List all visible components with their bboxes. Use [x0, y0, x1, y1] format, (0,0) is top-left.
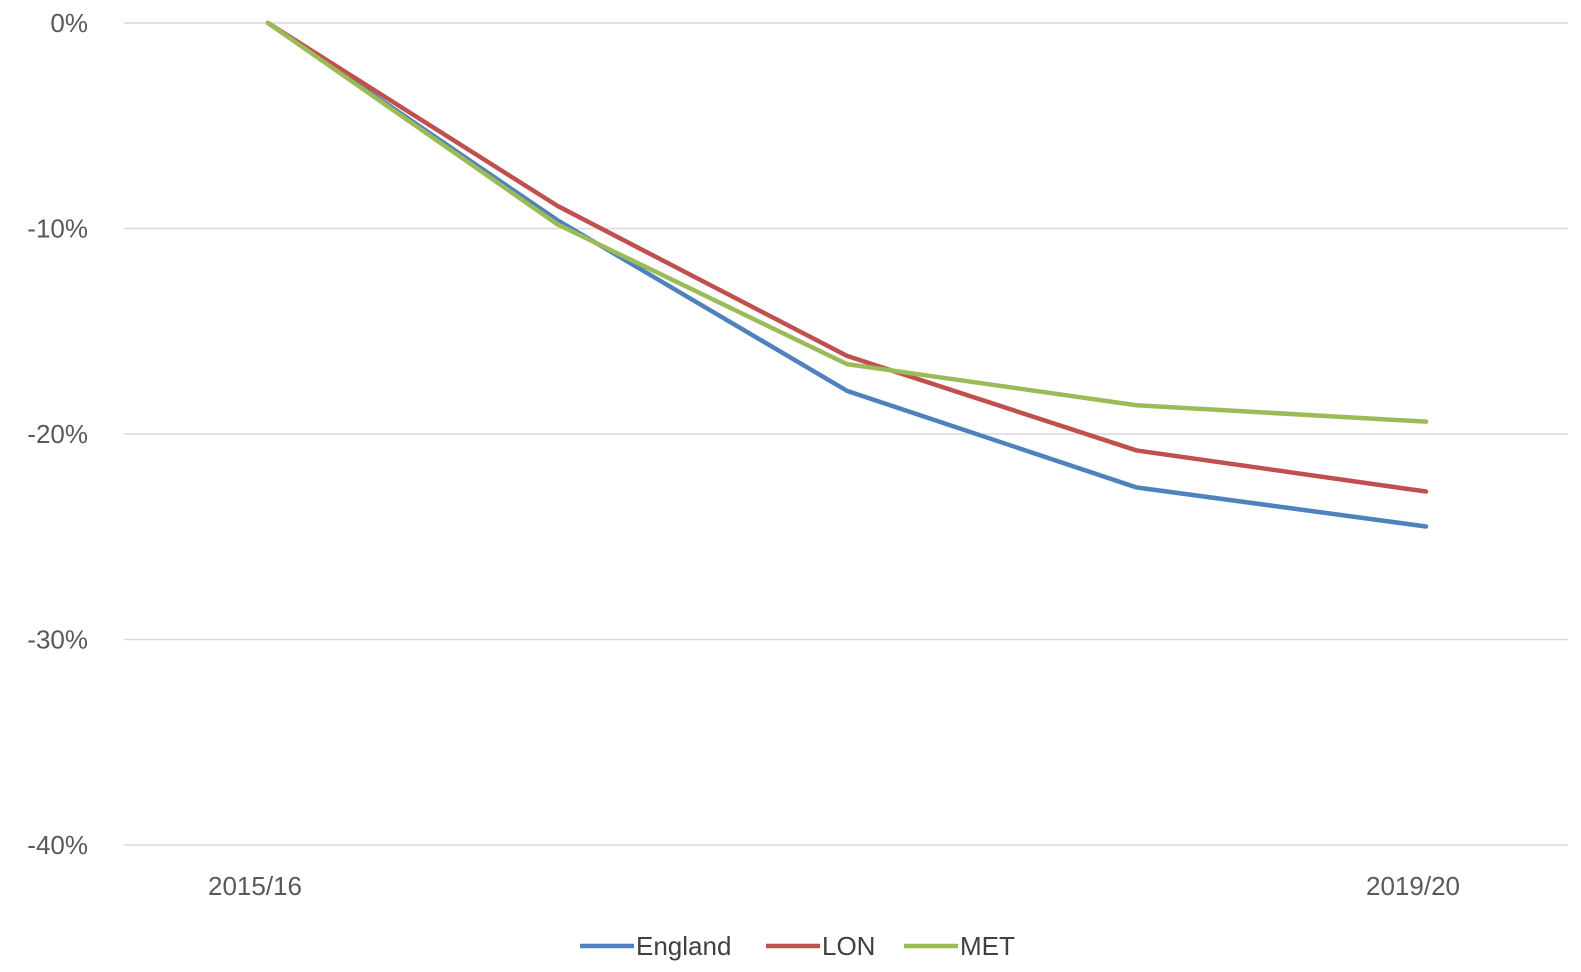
y-axis-tick-labels: 0% -10% -20% -30% -40% [27, 8, 88, 860]
y-tick-label: 0% [50, 8, 88, 38]
legend-item: England [580, 931, 731, 961]
legend-label: England [636, 931, 731, 961]
y-tick-label: -10% [27, 214, 88, 244]
legend-label: LON [822, 931, 875, 961]
x-axis-tick-labels: 2015/16 2019/20 [208, 871, 1460, 901]
series-england [265, 20, 1429, 529]
y-tick-label: -20% [27, 419, 88, 449]
y-tick-label: -40% [27, 830, 88, 860]
series-lines [265, 20, 1429, 529]
series-line [265, 20, 1429, 529]
y-tick-label: -30% [27, 625, 88, 655]
series-line [265, 20, 1429, 424]
gridlines [124, 22, 1568, 846]
x-tick-label: 2015/16 [208, 871, 302, 901]
series-met [265, 20, 1429, 424]
legend-item: LON [766, 931, 875, 961]
legend-item: MET [904, 931, 1015, 961]
x-tick-label: 2019/20 [1366, 871, 1460, 901]
series-line [265, 20, 1429, 494]
legend: England LON MET [580, 931, 1015, 961]
legend-label: MET [960, 931, 1015, 961]
series-lon [265, 20, 1429, 494]
